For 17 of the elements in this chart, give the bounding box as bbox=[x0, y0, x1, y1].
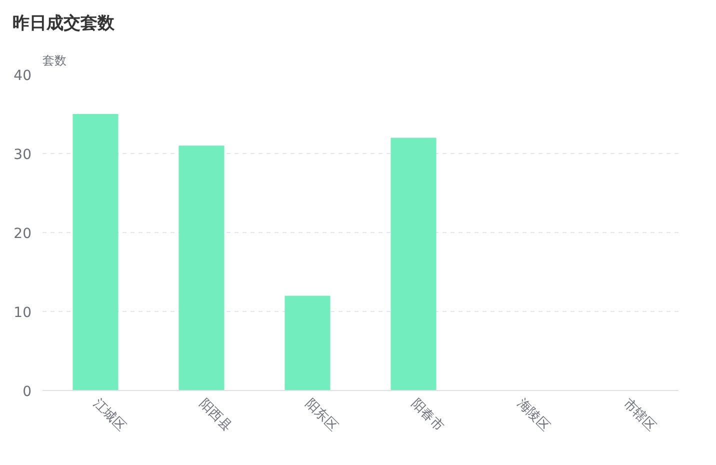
y-tick-label: 10 bbox=[14, 305, 32, 321]
bar bbox=[284, 296, 330, 390]
x-tick-label: 江城区 bbox=[90, 396, 128, 434]
chart-title: 昨日成交套数 bbox=[12, 14, 116, 34]
x-tick-label: 市辖区 bbox=[620, 396, 658, 434]
y-tick-label: 20 bbox=[14, 226, 32, 242]
x-tick-label: 阳西县 bbox=[196, 396, 234, 434]
x-tick-label: 海陵区 bbox=[514, 396, 552, 434]
y-tick-label: 30 bbox=[14, 147, 32, 163]
bar bbox=[178, 146, 224, 390]
y-tick-label: 40 bbox=[14, 68, 32, 84]
x-tick-label: 阳东区 bbox=[302, 396, 340, 434]
bar bbox=[390, 138, 436, 390]
x-tick-label: 阳春市 bbox=[408, 396, 446, 434]
y-axis-title: 套数 bbox=[42, 54, 66, 68]
y-tick-label: 0 bbox=[22, 384, 32, 400]
bar bbox=[72, 114, 118, 390]
